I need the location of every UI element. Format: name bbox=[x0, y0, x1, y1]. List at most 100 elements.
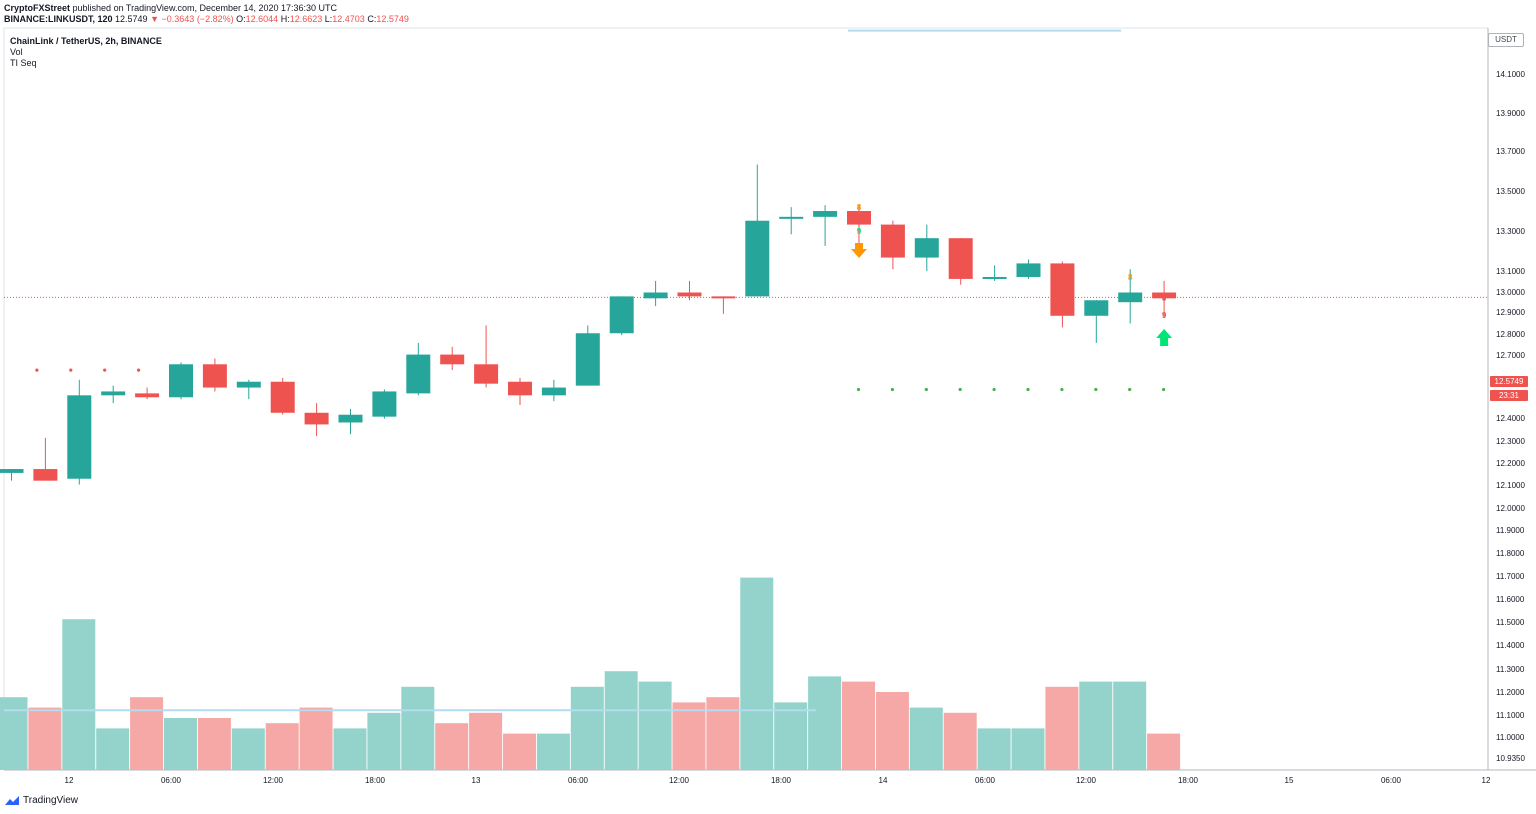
close-value: 12.5749 bbox=[376, 14, 409, 24]
volume-bar bbox=[875, 692, 909, 770]
volume-bar bbox=[130, 697, 164, 770]
candle-body bbox=[677, 292, 702, 297]
volume-bar bbox=[231, 728, 265, 770]
volume-bar bbox=[604, 671, 638, 770]
y-tick-label: 11.1000 bbox=[1496, 711, 1525, 720]
y-tick-label: 13.0000 bbox=[1496, 288, 1525, 297]
y-tick-label: 12.2000 bbox=[1496, 459, 1525, 468]
x-tick-label: 14 bbox=[879, 776, 888, 785]
candle-body bbox=[914, 238, 939, 258]
last-price: 12.5749 bbox=[115, 14, 148, 24]
volume-bar bbox=[333, 728, 367, 770]
support-dot bbox=[992, 387, 996, 392]
candle-body bbox=[440, 354, 465, 365]
x-tick-label: 12:00 bbox=[263, 776, 284, 785]
x-tick-label: 06:00 bbox=[568, 776, 589, 785]
legend-ti-seq[interactable]: TI Seq bbox=[10, 58, 37, 68]
low-value: 12.4703 bbox=[332, 14, 365, 24]
candle-body bbox=[1084, 300, 1109, 316]
support-dot bbox=[1060, 387, 1064, 392]
y-tick-label: 12.1000 bbox=[1496, 481, 1525, 490]
volume-bar bbox=[977, 728, 1011, 770]
volume-bar bbox=[943, 712, 977, 770]
candle-body bbox=[847, 211, 871, 225]
x-tick-label: 13 bbox=[472, 776, 481, 785]
volume-bar bbox=[1147, 733, 1181, 770]
candle-body bbox=[101, 391, 126, 396]
x-tick-label: 18:00 bbox=[1178, 776, 1199, 785]
candle-body bbox=[270, 381, 295, 413]
candle-body bbox=[745, 220, 770, 297]
x-tick-label: 12:00 bbox=[1076, 776, 1097, 785]
y-tick-label: 11.7000 bbox=[1496, 572, 1525, 581]
support-dot bbox=[1128, 387, 1132, 392]
volume-bar bbox=[638, 681, 672, 770]
volume-bar bbox=[503, 733, 536, 770]
volume-bar bbox=[401, 686, 435, 770]
y-tick-label: 12.3000 bbox=[1496, 437, 1525, 446]
y-tick-label: 13.3000 bbox=[1496, 227, 1525, 236]
setup-dot bbox=[1162, 297, 1166, 301]
y-tick-label: 11.6000 bbox=[1496, 595, 1525, 604]
down-arrow-icon: ▼ bbox=[150, 14, 160, 24]
x-tick-label: 06:00 bbox=[1381, 776, 1402, 785]
volume-bar bbox=[570, 686, 604, 770]
x-tick-label: 12 bbox=[1482, 776, 1491, 785]
sequential-count-label: 9 bbox=[857, 227, 862, 236]
x-tick-label: 12:00 bbox=[669, 776, 690, 785]
support-dot bbox=[924, 387, 928, 392]
symbol-line: BINANCE:LINKUSDT, 120 12.5749 ▼ −0.3643 … bbox=[4, 14, 409, 25]
volume-bar bbox=[469, 712, 503, 770]
legend-volume[interactable]: Vol bbox=[10, 47, 23, 57]
x-tick-label: 12 bbox=[65, 776, 74, 785]
tradingview-label: TradingView bbox=[23, 795, 79, 806]
candle-body bbox=[33, 469, 58, 481]
y-tick-label: 12.0000 bbox=[1496, 504, 1525, 513]
candle-body bbox=[813, 211, 838, 217]
candle-body bbox=[135, 393, 160, 398]
y-tick-label: 13.5000 bbox=[1496, 187, 1525, 196]
y-tick-label: 12.7000 bbox=[1496, 351, 1525, 360]
y-tick-label: 11.4000 bbox=[1496, 641, 1525, 650]
y-tick-label: 11.5000 bbox=[1496, 618, 1525, 627]
bar-timer-tag: 23:31 bbox=[1490, 390, 1528, 401]
x-tick-label: 18:00 bbox=[771, 776, 792, 785]
volume-bar bbox=[164, 718, 197, 770]
high-label: H: bbox=[280, 14, 290, 24]
volume-bar bbox=[367, 712, 401, 770]
publisher-name[interactable]: CryptoFXStreet bbox=[4, 3, 71, 13]
support-dot bbox=[958, 387, 962, 392]
setup-dot bbox=[103, 368, 107, 372]
volume-bar bbox=[740, 577, 774, 770]
volume-bar bbox=[62, 619, 96, 770]
support-dot bbox=[890, 387, 895, 392]
y-tick-label: 10.9350 bbox=[1496, 754, 1525, 763]
y-tick-label: 11.2000 bbox=[1496, 688, 1525, 697]
currency-selector[interactable]: USDT bbox=[1488, 33, 1524, 47]
volume-bar bbox=[842, 681, 875, 770]
sequential-count-label: 8 bbox=[857, 203, 862, 212]
buy-signal-arrow bbox=[1156, 329, 1173, 346]
candle-body bbox=[474, 364, 499, 384]
volume-bar bbox=[774, 702, 808, 770]
y-tick-label: 11.9000 bbox=[1496, 526, 1525, 535]
candle-body bbox=[202, 364, 227, 388]
y-tick-label: 13.9000 bbox=[1496, 109, 1525, 118]
y-tick-label: 11.3000 bbox=[1496, 665, 1525, 674]
published-text: published on TradingView.com, December 1… bbox=[72, 3, 338, 13]
volume-bar bbox=[96, 728, 130, 770]
volume-bar bbox=[1113, 681, 1147, 770]
volume-bar bbox=[197, 718, 231, 770]
volume-bar bbox=[672, 702, 706, 770]
candle-body bbox=[406, 354, 431, 394]
candle-body bbox=[541, 387, 566, 396]
y-tick-label: 11.8000 bbox=[1496, 549, 1525, 558]
x-tick-label: 18:00 bbox=[365, 776, 386, 785]
y-tick-label: 12.4000 bbox=[1496, 414, 1525, 423]
publisher-line: CryptoFXStreet published on TradingView.… bbox=[4, 3, 337, 14]
candle-body bbox=[643, 292, 668, 299]
tradingview-logo[interactable]: TradingView bbox=[4, 795, 78, 806]
y-tick-label: 13.1000 bbox=[1496, 267, 1525, 276]
legend-series-title[interactable]: ChainLink / TetherUS, 2h, BINANCE bbox=[10, 36, 162, 46]
